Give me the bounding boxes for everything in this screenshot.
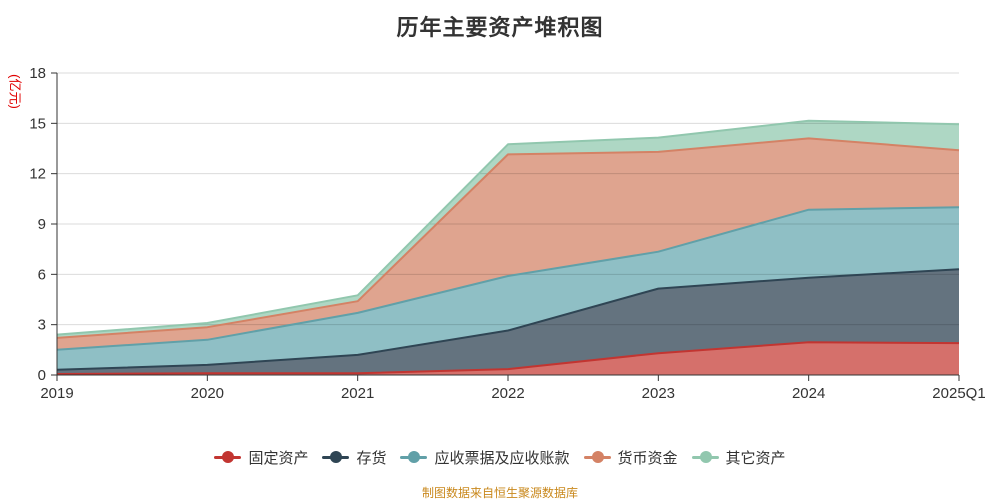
x-tick-label: 2025Q1 [932, 385, 985, 402]
y-tick-label: 12 [29, 166, 46, 183]
series-line-other-assets[interactable] [56, 119, 960, 336]
series-area-notes-accounts-receivable[interactable] [57, 207, 959, 370]
series-area-monetary-funds[interactable] [57, 138, 959, 350]
chart-title: 历年主要资产堆积图 [396, 15, 604, 40]
legend-label: 货币资金 [617, 449, 678, 467]
legend: 固定资产 存货 应收票据及应收账款 货币资金 其它资产 [0, 444, 1000, 470]
series-area-fixed-assets[interactable] [57, 342, 959, 375]
series-line-notes-accounts-receivable[interactable] [56, 206, 960, 351]
legend-label: 存货 [356, 449, 387, 467]
legend-line-dot-icon [214, 451, 242, 463]
y-tick-label: 18 [29, 65, 46, 82]
y-tick-label: 6 [38, 266, 46, 283]
y-tick-label: 3 [38, 317, 46, 334]
legend-line-dot-icon [322, 451, 350, 463]
legend-label: 固定资产 [248, 449, 309, 467]
y-tick-label: 9 [38, 216, 46, 233]
legend-label: 其它资产 [725, 449, 786, 467]
legend-line-dot-icon [691, 451, 719, 463]
x-tick-label: 2020 [191, 385, 224, 402]
legend-item-notes-accounts-receivable[interactable]: 应收票据及应收账款 [400, 447, 570, 468]
legend-item-inventory[interactable]: 存货 [322, 447, 386, 468]
legend-line-dot-icon [583, 451, 611, 463]
y-tick-label: 15 [29, 115, 46, 132]
legend-item-fixed-assets[interactable]: 固定资产 [214, 447, 308, 468]
legend-item-other-assets[interactable]: 其它资产 [691, 447, 786, 468]
legend-line-dot-icon [400, 451, 428, 463]
legend-label: 应收票据及应收账款 [434, 449, 570, 467]
x-tick-label: 2023 [642, 385, 675, 402]
x-tick-label: 2022 [491, 385, 524, 402]
legend-item-monetary-funds[interactable]: 货币资金 [583, 447, 678, 468]
footer-note: 制图数据来自恒生聚源数据库 [421, 486, 578, 500]
series-line-inventory[interactable] [56, 268, 960, 371]
series-line-fixed-assets[interactable] [56, 341, 960, 375]
x-tick-label: 2021 [341, 385, 374, 402]
x-tick-label: 2019 [40, 385, 73, 402]
series-line-monetary-funds[interactable] [56, 137, 960, 339]
x-tick-label: 2024 [792, 385, 825, 402]
y-tick-label: 0 [38, 367, 46, 384]
series-area-inventory[interactable] [57, 269, 959, 374]
